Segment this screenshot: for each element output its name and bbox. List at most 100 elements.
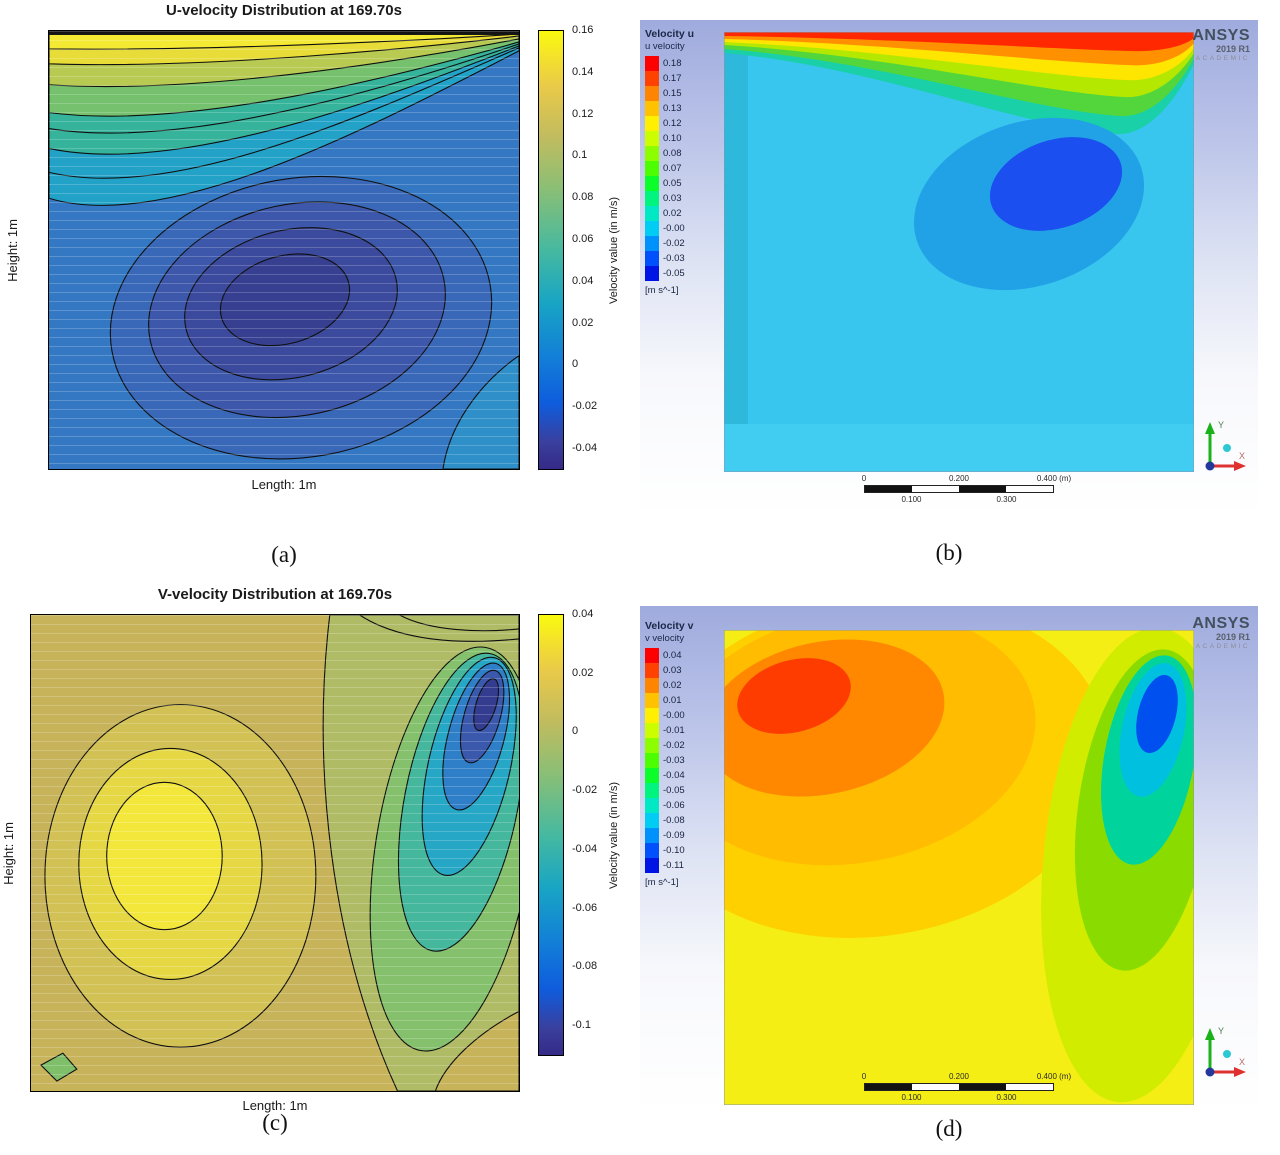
caption-d: (d) [935, 1116, 963, 1141]
legend-value: 0.05 [663, 178, 682, 189]
colorbar-tick-label: 0.06 [572, 233, 594, 245]
colorbar-tick-label: 0.1 [572, 149, 588, 162]
panel-c-colorbar-label: Velocity value (in m/s) [606, 614, 622, 1056]
legend-entry: 0.02 [645, 206, 694, 221]
panel-a-colorbar-label: Velocity value (in m/s) [606, 30, 622, 470]
legend-value: 0.15 [663, 88, 682, 99]
panel-c-colorbar-label-text: Velocity value (in m/s) [608, 781, 620, 889]
legend-entry: -0.02 [645, 738, 693, 753]
ansys-v-velocity-contour [724, 630, 1194, 1105]
legend-swatch [645, 813, 659, 828]
ruler-label-0400: 0.400 (m) [1036, 474, 1072, 483]
legend-swatch [645, 843, 659, 858]
colorbar-tick-label: 0.02 [572, 666, 594, 679]
caption-c: (c) [262, 1110, 288, 1135]
lid-bands [724, 32, 1194, 135]
rising-region [724, 630, 1108, 938]
legend-swatch [645, 266, 659, 281]
panel-b-ansys-u-velocity: Velocity u u velocity 0.18 0.17 0.15 0.13 0.… [640, 20, 1258, 516]
legend-swatch [645, 783, 659, 798]
legend-entry: 0.03 [645, 663, 693, 678]
legend-swatch [645, 858, 659, 873]
legend-swatch [645, 678, 659, 693]
panel-b-contour-viewport [724, 32, 1194, 472]
legend-value: 0.18 [663, 58, 682, 69]
colorbar-tick-label: 0.02 [572, 316, 594, 329]
ruler-label-0100: 0.100 [901, 1093, 922, 1102]
ruler-label-0100: 0.100 [901, 495, 922, 504]
legend-unit: [m s^-1] [645, 877, 679, 888]
legend-entry: -0.01 [645, 723, 693, 738]
legend-swatch [645, 86, 659, 101]
legend-swatch [645, 693, 659, 708]
legend-value: -0.10 [663, 845, 685, 856]
legend-entry: 0.08 [645, 146, 694, 161]
legend-entry: 0.05 [645, 176, 694, 191]
colorbar-tick-label: 0 [572, 725, 579, 738]
ansys-release: 2019 R1 [1215, 44, 1250, 54]
ansys-wordmark: ANSYS [1192, 27, 1250, 44]
panel-c-colorbar [538, 614, 564, 1056]
ansys-edition: ACADEMIC [1195, 55, 1250, 62]
panel-d-legend: Velocity v v velocity 0.04 0.03 0.02 0.01 -0… [645, 620, 693, 888]
legend-value: 0.17 [663, 73, 682, 84]
colorbar-tick-label: 0 [572, 358, 579, 371]
legend-value: -0.06 [663, 800, 685, 811]
legend-swatch [645, 753, 659, 768]
panel-a-x-axis-label: Length: 1m [251, 477, 317, 492]
legend-entry: 0.15 [645, 86, 694, 101]
legend-value: 0.01 [663, 695, 682, 706]
legend-entry: -0.04 [645, 768, 693, 783]
ruler-label-0: 0 [861, 1072, 867, 1081]
colorbar-tick-label: 0.04 [572, 608, 594, 620]
legend-value: 0.13 [663, 103, 682, 114]
colorbar-tick-label: 0.14 [572, 65, 594, 78]
contour-layers [49, 31, 519, 469]
scale-ruler: 0 0.200 0.400 (m) 0.100 0.300 [862, 474, 1071, 508]
legend-swatch [645, 738, 659, 753]
legend-entry: 0.18 [645, 56, 694, 71]
triad-y-label: Y [1218, 420, 1224, 430]
ansys-logo: ANSYS 2019 R1 ACADEMIC [1192, 27, 1250, 63]
legend-entry: 0.12 [645, 116, 694, 131]
panel-d-ansys-v-velocity: Velocity v v velocity 0.04 0.03 0.02 0.01 -0… [640, 606, 1258, 1111]
legend-value: -0.02 [663, 740, 685, 751]
colorbar-tick-label: -0.04 [572, 442, 598, 454]
legend-value: -0.00 [663, 710, 685, 721]
colorbar-tick-label: -0.06 [572, 901, 598, 914]
legend-entry: -0.08 [645, 813, 693, 828]
legend-entry: 0.13 [645, 101, 694, 116]
ruler-label-0300: 0.300 [996, 495, 1017, 504]
panel-a-y-axis-label: Height: 1m [4, 30, 20, 470]
legend-entry: -0.09 [645, 828, 693, 843]
caption-b: (b) [935, 540, 963, 565]
legend-value: 0.02 [663, 208, 682, 219]
recirculation-core [913, 117, 1145, 291]
legend-value: -0.11 [663, 860, 684, 871]
legend-swatch [645, 206, 659, 221]
descending-plume [1041, 630, 1194, 1103]
panel-a-colorbar-ticks: 0.16 0.14 0.12 0.1 0.08 0.06 0.04 0.02 0 -0.02 -0.… [568, 24, 612, 470]
legend-swatch [645, 56, 659, 71]
legend-value: 0.03 [663, 665, 682, 676]
legend-entry: 0.17 [645, 71, 694, 86]
legend-value: 0.04 [663, 650, 682, 661]
legend-value: 0.10 [663, 133, 682, 144]
panel-c-y-axis-label: Height: 1m [0, 614, 16, 1092]
panel-c-plot-area [30, 614, 520, 1092]
colorbar-tick-label: 0.04 [572, 274, 594, 287]
legend-value: 0.02 [663, 680, 682, 691]
legend-value: -0.03 [663, 253, 685, 264]
triad-y-label: Y [1218, 1026, 1224, 1036]
legend-swatch [645, 116, 659, 131]
colorbar-tick-label: 0.16 [572, 24, 594, 36]
legend-entry: 0.04 [645, 648, 693, 663]
panel-c-title: V-velocity Distribution at 169.70s [157, 586, 393, 603]
panel-a-title: U-velocity Distribution at 169.70s [166, 2, 402, 19]
legend-value: -0.08 [663, 815, 685, 826]
colorbar-tick-label: -0.1 [572, 1019, 591, 1032]
colorbar-tick-label: -0.02 [572, 784, 598, 797]
legend-value: -0.05 [663, 268, 685, 279]
panel-c-colorbar-ticks: 0.04 0.02 0 -0.02 -0.04 -0.06 -0.08 -0.1 [568, 608, 612, 1056]
